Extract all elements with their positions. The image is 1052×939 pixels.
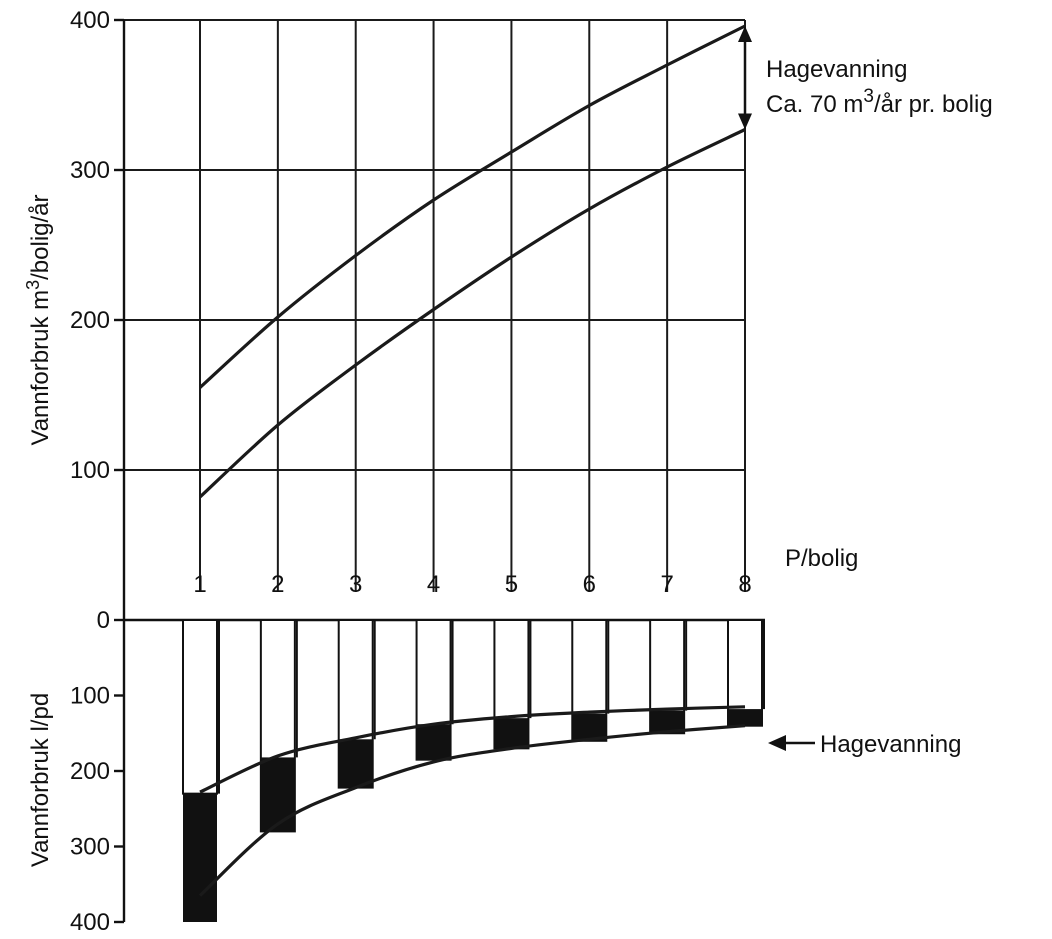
x-tick-label: 7: [660, 571, 673, 598]
hagevanning-segment: [338, 739, 373, 788]
lower-y-tick-label: 400: [70, 909, 110, 936]
series-line: [198, 24, 746, 389]
x-tick-label: 2: [271, 571, 284, 598]
hagevanning-segment: [728, 709, 762, 726]
upper-chart: 0 100 200 300 400 1 2 3 4 5 6 7 8: [70, 7, 752, 634]
series-line: [198, 128, 746, 499]
upper-annotation-line2: Ca. 70 m3/år pr. bolig: [766, 86, 993, 118]
upper-annotation-line1: Hagevanning: [766, 56, 907, 83]
hagevanning-segment: [260, 757, 295, 832]
lower-annotation: Hagevanning: [820, 731, 961, 758]
x-tick-label: 1: [193, 571, 206, 598]
lower-upper-curve: [199, 705, 746, 794]
bar-outline: [182, 619, 218, 795]
lower-chart: 100 200 300 400: [70, 618, 815, 936]
hagevanning-segment: [416, 724, 451, 760]
lower-y-tick-label: 200: [70, 758, 110, 785]
lower-y-tick-label: 300: [70, 834, 110, 861]
x-tick-label: 5: [505, 571, 518, 598]
difference-arrow-head-up: [738, 26, 752, 42]
y-tick-label: 300: [70, 157, 110, 184]
x-tick-label: 4: [427, 571, 440, 598]
x-tick-label: 8: [738, 571, 751, 598]
y-tick-label: 400: [70, 7, 110, 34]
lower-y-tick-label: 100: [70, 683, 110, 710]
difference-arrow-head-down: [738, 113, 752, 130]
upper-y-axis-label: Vannforbruk m3/bolig/år: [23, 194, 54, 445]
lower-lower-curve: [198, 724, 746, 897]
x-tick-label: 3: [349, 571, 362, 598]
hagevanning-segment: [572, 713, 607, 741]
hagevanning-segment: [650, 710, 685, 734]
x-axis-label: P/bolig: [785, 545, 858, 572]
x-tick-label: 6: [583, 571, 596, 598]
hagevanning-segment: [494, 718, 529, 749]
hagevanning-arrow-head: [768, 735, 786, 751]
lower-y-axis-label: Vannforbruk l/pd: [27, 693, 54, 867]
y-tick-label: 0: [97, 607, 110, 634]
y-tick-label: 100: [70, 457, 110, 484]
hagevanning-segment: [183, 793, 217, 922]
y-tick-label: 200: [70, 307, 110, 334]
